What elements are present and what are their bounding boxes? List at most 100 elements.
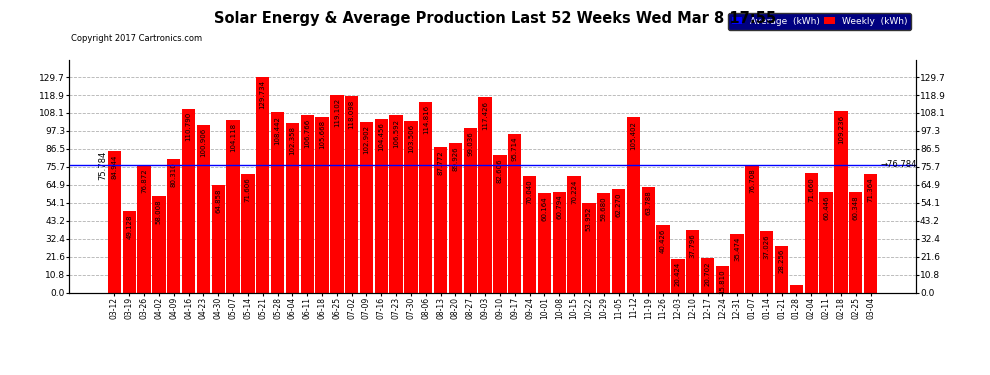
Text: Solar Energy & Average Production Last 52 Weeks Wed Mar 8 17:55: Solar Energy & Average Production Last 5… (214, 11, 776, 26)
Text: 109.236: 109.236 (838, 114, 843, 144)
Text: 70.040: 70.040 (527, 180, 533, 204)
Text: 110.790: 110.790 (185, 112, 192, 141)
Text: 105.402: 105.402 (631, 121, 637, 150)
Bar (242, 174, 254, 292)
Bar (152, 196, 165, 292)
Bar (345, 96, 358, 292)
Text: 59.680: 59.680 (601, 197, 607, 221)
Bar (567, 176, 581, 292)
Bar (731, 234, 743, 292)
Bar (478, 98, 492, 292)
Bar (686, 230, 699, 292)
Text: 28.256: 28.256 (779, 249, 785, 273)
Bar (552, 192, 566, 292)
Text: 71.606: 71.606 (245, 177, 250, 202)
Bar (108, 152, 121, 292)
Bar (389, 116, 403, 292)
Text: 15.810: 15.810 (720, 270, 726, 294)
Bar (820, 192, 833, 292)
Text: →76.784: →76.784 (881, 160, 918, 170)
Text: 102.902: 102.902 (363, 125, 369, 154)
Bar (701, 258, 714, 292)
Text: 70.224: 70.224 (571, 179, 577, 204)
Text: 71.364: 71.364 (867, 177, 873, 202)
Text: 60.348: 60.348 (852, 196, 858, 220)
Bar (864, 174, 877, 292)
Bar (138, 165, 150, 292)
Bar (760, 231, 773, 292)
Text: 106.592: 106.592 (393, 119, 399, 148)
Bar (359, 122, 373, 292)
Text: 118.098: 118.098 (348, 100, 354, 129)
Legend: Average  (kWh), Weekly  (kWh): Average (kWh), Weekly (kWh) (728, 13, 911, 30)
Text: 104.456: 104.456 (378, 122, 384, 151)
Text: 60.794: 60.794 (556, 195, 562, 219)
Bar (286, 123, 299, 292)
Bar (671, 259, 684, 292)
Bar (448, 143, 462, 292)
Bar (434, 147, 447, 292)
Text: 108.442: 108.442 (274, 116, 280, 145)
Text: 53.952: 53.952 (586, 206, 592, 231)
Text: 82.606: 82.606 (497, 159, 503, 183)
Bar (508, 134, 522, 292)
Text: 37.796: 37.796 (690, 233, 696, 258)
Text: 76.708: 76.708 (749, 168, 755, 193)
Bar (316, 117, 329, 292)
Bar (463, 128, 477, 292)
Text: 75.784: 75.784 (98, 150, 107, 180)
Bar (301, 115, 314, 292)
Bar (805, 174, 818, 292)
Text: 76.872: 76.872 (142, 168, 148, 193)
Bar (331, 95, 344, 292)
Bar (404, 121, 418, 292)
Bar (849, 192, 862, 292)
Text: 63.788: 63.788 (645, 190, 651, 214)
Bar (374, 119, 388, 292)
Text: 60.164: 60.164 (542, 196, 547, 220)
Text: 106.766: 106.766 (304, 118, 310, 148)
Text: 49.128: 49.128 (127, 214, 133, 239)
Text: 20.702: 20.702 (705, 261, 711, 286)
Bar (227, 120, 240, 292)
Text: 117.426: 117.426 (482, 101, 488, 130)
Text: 95.714: 95.714 (512, 137, 518, 161)
Text: 62.270: 62.270 (616, 192, 622, 217)
Bar (167, 159, 180, 292)
Text: 119.102: 119.102 (334, 98, 340, 127)
Text: 60.446: 60.446 (823, 195, 829, 220)
Bar (538, 193, 551, 292)
Bar (642, 187, 654, 292)
Bar (656, 225, 669, 292)
Bar (493, 155, 507, 292)
Text: 64.858: 64.858 (215, 188, 221, 213)
Text: 20.424: 20.424 (675, 262, 681, 286)
Text: 103.506: 103.506 (408, 124, 414, 153)
Bar (835, 111, 847, 292)
Bar (197, 125, 210, 292)
Bar (419, 102, 433, 292)
Text: 100.906: 100.906 (200, 128, 206, 158)
Text: 89.926: 89.926 (452, 147, 458, 171)
Bar (182, 108, 195, 292)
Bar (271, 112, 284, 292)
Bar (790, 285, 803, 292)
Text: 37.026: 37.026 (764, 234, 770, 259)
Text: 40.426: 40.426 (660, 229, 666, 253)
Bar (123, 211, 136, 292)
Bar (775, 246, 788, 292)
Text: 105.668: 105.668 (319, 120, 325, 150)
Text: 35.474: 35.474 (735, 237, 741, 261)
Bar (256, 77, 269, 292)
Text: 104.118: 104.118 (230, 123, 236, 152)
Bar (597, 194, 611, 292)
Bar (627, 117, 641, 292)
Bar (582, 203, 596, 292)
Bar (745, 165, 758, 292)
Text: 114.816: 114.816 (423, 105, 429, 134)
Bar (212, 185, 225, 292)
Text: 129.734: 129.734 (259, 80, 265, 110)
Bar (612, 189, 626, 292)
Text: 58.008: 58.008 (156, 200, 162, 224)
Text: 102.358: 102.358 (289, 126, 295, 155)
